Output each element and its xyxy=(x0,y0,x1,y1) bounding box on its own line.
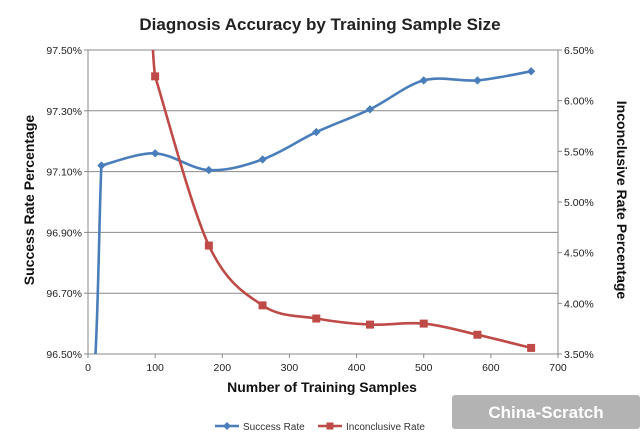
y2-axis-title: Inconclusive Rate Percentage xyxy=(614,101,630,300)
data-point xyxy=(365,105,375,114)
y2-tick-label: 6.00% xyxy=(564,96,594,108)
data-point xyxy=(150,149,160,158)
data-point xyxy=(473,76,482,85)
y-tick-label: 96.90% xyxy=(46,227,82,239)
y2-tick-label: 6.50% xyxy=(564,45,594,57)
data-point xyxy=(312,314,321,323)
data-point xyxy=(526,67,536,76)
plot-area xyxy=(87,49,559,355)
x-tick-label: 700 xyxy=(549,362,567,374)
series-1 xyxy=(151,50,536,352)
gridlines xyxy=(88,49,558,355)
data-point xyxy=(204,165,214,175)
y2-tick-label: 5.50% xyxy=(564,146,594,158)
y-tick-label: 97.10% xyxy=(46,167,82,179)
data-point xyxy=(97,161,106,170)
legend-item: Success Rate xyxy=(215,422,305,433)
y-tick-label: 97.30% xyxy=(46,106,82,118)
y-tick-label: 97.50% xyxy=(46,45,82,57)
series-line xyxy=(94,70,532,354)
y2-tick-label: 3.50% xyxy=(564,349,594,361)
y-axis-right: 3.50% 4.00% 4.50% 5.00% 5.50% 6.00% 6.50% xyxy=(558,45,594,361)
x-tick-label: 500 xyxy=(415,362,433,374)
watermark-background xyxy=(452,395,640,429)
x-axis: 0 100 200 300 400 500 600 700 xyxy=(85,354,567,374)
data-point xyxy=(419,319,428,328)
data-point xyxy=(258,301,267,310)
x-tick-label: 0 xyxy=(85,362,91,374)
watermark: China-Scratch xyxy=(452,395,640,429)
legend: Success Rate Inconclusive Rate xyxy=(215,422,425,433)
data-point xyxy=(151,72,160,81)
x-tick-label: 200 xyxy=(214,362,232,374)
series-0 xyxy=(94,67,536,354)
legend-marker xyxy=(326,422,334,430)
watermark-text: China-Scratch xyxy=(488,403,603,422)
y-tick-label: 96.70% xyxy=(46,288,82,300)
x-tick-label: 400 xyxy=(348,362,366,374)
y-tick-label: 96.50% xyxy=(46,349,82,361)
data-point xyxy=(366,320,374,329)
x-axis-title: Number of Training Samples xyxy=(227,379,417,395)
y-axis-left: 96.50% 96.70% 96.90% 97.10% 97.30% 97.50% xyxy=(46,45,88,361)
chart-title: Diagnosis Accuracy by Training Sample Si… xyxy=(139,15,500,34)
legend-label: Success Rate xyxy=(243,422,305,433)
data-point xyxy=(527,343,536,352)
x-tick-label: 300 xyxy=(281,362,299,374)
y2-tick-label: 4.00% xyxy=(564,298,594,310)
x-tick-label: 100 xyxy=(146,362,164,374)
data-point xyxy=(473,330,482,339)
y2-tick-label: 5.00% xyxy=(564,197,594,209)
data-point xyxy=(419,76,428,85)
y-axis-title: Success Rate Percentage xyxy=(21,115,37,286)
legend-item: Inconclusive Rate xyxy=(318,422,425,433)
data-point xyxy=(204,241,213,250)
x-tick-label: 600 xyxy=(482,362,500,374)
data-point xyxy=(258,155,267,164)
legend-marker xyxy=(223,422,231,430)
y2-tick-label: 4.50% xyxy=(564,248,594,260)
series-line xyxy=(151,50,532,350)
data-point xyxy=(312,127,321,137)
legend-label: Inconclusive Rate xyxy=(346,422,425,433)
series xyxy=(94,50,536,354)
